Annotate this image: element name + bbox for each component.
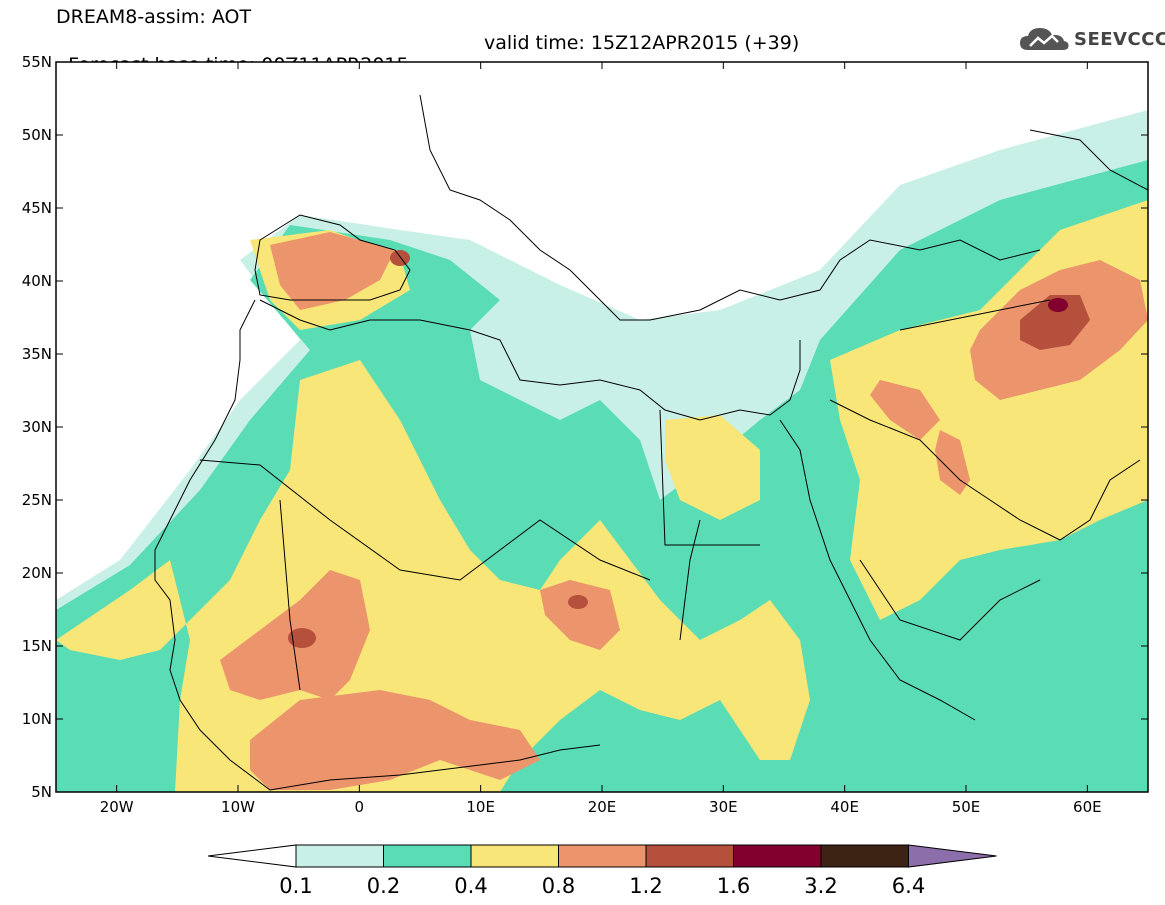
lon-tick-label: 50E bbox=[952, 798, 981, 816]
lat-tick-label: 40N bbox=[22, 272, 52, 290]
lat-tick-label: 45N bbox=[22, 199, 52, 217]
lon-tick-label: 10W bbox=[221, 798, 255, 816]
aot-band-0.8-nigeria bbox=[250, 690, 540, 790]
coastlines bbox=[154, 94, 1148, 791]
colorbar-box bbox=[295, 844, 384, 868]
lon-tick-label: 20W bbox=[100, 798, 134, 816]
aot-band-0.8-chad bbox=[540, 580, 620, 650]
aot-band-1.2-iran bbox=[1020, 295, 1090, 350]
valid-time: valid time: 15Z12APR2015 (+39) bbox=[484, 32, 800, 54]
aot-band-0.8-gulf bbox=[935, 430, 970, 495]
colorbar-level-label: 0.2 bbox=[367, 874, 400, 898]
lat-tick-label: 50N bbox=[22, 126, 52, 144]
cloud-icon bbox=[1020, 28, 1069, 50]
colorbar-level-label: 0.1 bbox=[279, 874, 312, 898]
lat-tick-label: 20N bbox=[22, 564, 52, 582]
aot-band-0.8-iraq bbox=[870, 380, 940, 440]
aot-band-0.4-egypt bbox=[665, 415, 760, 520]
colorbar-box bbox=[820, 844, 909, 868]
lat-tick-label: 30N bbox=[22, 418, 52, 436]
lat-tick-label: 10N bbox=[22, 710, 52, 728]
colorbar-low-triangle bbox=[207, 844, 297, 868]
lon-tick-label: 20E bbox=[588, 798, 617, 816]
lon-tick-label: 0 bbox=[355, 798, 365, 816]
lon-tick-label: 10E bbox=[466, 798, 495, 816]
lon-tick-label: 30E bbox=[709, 798, 738, 816]
aot-field bbox=[56, 62, 1148, 792]
colorbar-level-label: 3.2 bbox=[804, 874, 837, 898]
lon-tick-label: 60E bbox=[1073, 798, 1102, 816]
aot-band-1.6-iran bbox=[1048, 298, 1068, 312]
aot-band-1.2-chad bbox=[568, 595, 588, 609]
colorbar-level-label: 1.6 bbox=[717, 874, 750, 898]
lat-tick-label: 25N bbox=[22, 491, 52, 509]
lat-tick-label: 5N bbox=[31, 783, 52, 801]
colorbar-level-label: 0.4 bbox=[454, 874, 487, 898]
map-title: DREAM8-assim: AOT bbox=[56, 6, 252, 28]
seevccc-logo: SEEVCCC bbox=[1018, 24, 1165, 54]
colorbar-box bbox=[558, 844, 647, 868]
aot-band-1.2-mali bbox=[288, 628, 316, 648]
aot-band-0.8-iberia bbox=[270, 232, 395, 310]
lat-tick-label: 55N bbox=[22, 53, 52, 71]
colorbar-level-label: 1.2 bbox=[629, 874, 662, 898]
colorbar-level-label: 6.4 bbox=[892, 874, 925, 898]
colorbar-box bbox=[733, 844, 822, 868]
colorbar-level-label: 0.8 bbox=[542, 874, 575, 898]
lat-tick-label: 15N bbox=[22, 637, 52, 655]
colorbar-box bbox=[470, 844, 559, 868]
lat-tick-label: 35N bbox=[22, 345, 52, 363]
logo-text: SEEVCCC bbox=[1074, 28, 1165, 50]
colorbar-box bbox=[383, 844, 472, 868]
colorbar-high-triangle bbox=[908, 844, 997, 868]
colorbar-box bbox=[645, 844, 734, 868]
lon-axis: 20W 10W 0 10E 20E 30E 40E 50E 60E bbox=[100, 62, 1102, 816]
lon-tick-label: 40E bbox=[830, 798, 859, 816]
lat-axis: 55N 50N 45N 40N 35N 30N 25N 20N 15N 10N 5N bbox=[22, 53, 1148, 801]
aot-band-1.2-iberia bbox=[390, 250, 410, 266]
